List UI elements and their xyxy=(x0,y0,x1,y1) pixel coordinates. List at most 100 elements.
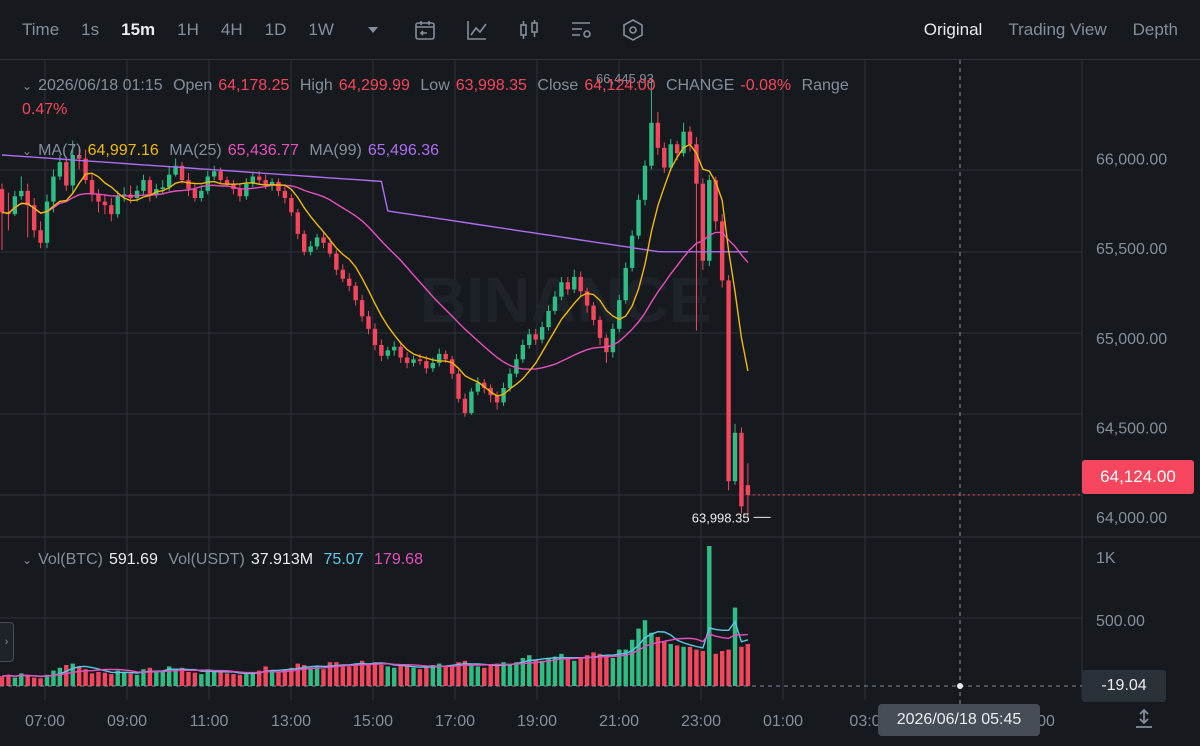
ma-caret-icon[interactable]: ⌄ xyxy=(22,144,33,158)
volume-bar xyxy=(456,662,461,686)
view-original[interactable]: Original xyxy=(923,19,983,39)
interval-4h[interactable]: 4H xyxy=(220,19,243,39)
volume-bar xyxy=(501,662,506,686)
candle-body xyxy=(302,233,307,252)
expand-panel-tab[interactable]: › xyxy=(0,622,14,662)
volume-bar xyxy=(237,674,243,686)
ma7-line xyxy=(1,143,749,397)
volume-bar xyxy=(224,673,230,686)
candle-body xyxy=(533,334,538,340)
price-axis-label: 65,500.00 xyxy=(1096,241,1167,258)
chevron-down-icon[interactable] xyxy=(360,17,386,43)
view-switcher: Original Trading View Depth xyxy=(898,20,1200,40)
candle-body xyxy=(276,181,281,191)
candle-body xyxy=(282,190,288,199)
candle-body xyxy=(57,162,63,177)
time-axis-label: 19:00 xyxy=(517,713,557,730)
volume-bar xyxy=(514,662,519,686)
volume-bar xyxy=(636,628,641,686)
volume-bar xyxy=(308,667,313,686)
volume-ma1-line xyxy=(1,620,749,678)
chart-settings-icon[interactable] xyxy=(568,17,594,43)
candle-body xyxy=(237,189,243,197)
volume-bar xyxy=(726,649,731,686)
volume-bar xyxy=(115,670,120,686)
volume-bar xyxy=(250,672,255,686)
candle-body xyxy=(520,345,526,360)
volume-bar xyxy=(449,665,455,686)
time-axis-label: 00 xyxy=(1037,713,1055,730)
candle-body xyxy=(231,183,236,190)
time-axis-label: 01:00 xyxy=(763,713,803,730)
hexagon-icon[interactable] xyxy=(620,17,646,43)
candle-body xyxy=(475,382,481,392)
volume-bar xyxy=(687,646,693,686)
candle-body xyxy=(147,180,153,195)
volume-bar xyxy=(713,653,718,686)
interval-1s[interactable]: 1s xyxy=(81,19,100,39)
candle-body xyxy=(321,237,326,243)
time-axis-label: 03:0 xyxy=(849,713,880,730)
candle-body xyxy=(96,194,101,202)
volume-bar xyxy=(668,644,673,686)
candle-body xyxy=(674,144,680,154)
volume-bar xyxy=(96,672,101,686)
candle-body xyxy=(83,158,88,181)
volume-bar xyxy=(411,667,416,686)
change-value: -0.08% xyxy=(740,77,792,94)
candlestick-chart[interactable]: BINANCE 66,445.93 63,998.35 66,000.00 65,500… xyxy=(0,60,1200,746)
candle-body xyxy=(546,310,551,328)
candle-body xyxy=(314,237,320,247)
candle-body xyxy=(31,205,37,231)
candle-body xyxy=(687,131,693,145)
vol-caret-icon[interactable]: ⌄ xyxy=(22,553,33,567)
interval-15m[interactable]: 15m xyxy=(121,19,156,39)
price-axis-label: 65,000.00 xyxy=(1096,331,1167,348)
drawing-tools-icon[interactable] xyxy=(464,17,490,43)
volume-bar xyxy=(546,658,551,686)
candle-body xyxy=(308,246,313,252)
volume-bar xyxy=(44,674,50,686)
volume-axis-label: 500.00 xyxy=(1096,613,1145,630)
ma7-value: 64,997.16 xyxy=(87,142,159,159)
candle-body xyxy=(385,350,390,356)
candle-body xyxy=(347,278,352,286)
candle-body xyxy=(70,155,75,186)
volume-bar xyxy=(128,673,133,686)
vol-btc-label: Vol(BTC) xyxy=(38,551,103,568)
volume-bar xyxy=(649,632,654,686)
interval-1d[interactable]: 1D xyxy=(264,19,287,39)
ma-legend: ⌄ MA(7) 64,997.16 MA(25) 65,436.77 MA(99) 65… xyxy=(22,142,445,160)
candle-body xyxy=(115,196,120,215)
view-trading-view[interactable]: Trading View xyxy=(1008,19,1107,39)
candle-type-icon[interactable] xyxy=(516,17,542,43)
ma99-value: 65,496.36 xyxy=(367,142,439,159)
vol-usdt-value: 37.913M xyxy=(250,551,314,568)
volume-bar xyxy=(437,663,442,686)
candle-body xyxy=(295,212,300,234)
interval-1h[interactable]: 1H xyxy=(177,19,199,39)
candle-body xyxy=(166,174,172,188)
collapse-caret-icon[interactable]: ⌄ xyxy=(22,79,33,93)
low-marker-label: 63,998.35 xyxy=(692,510,750,525)
range-line: 0.47% xyxy=(22,101,73,119)
candle-body xyxy=(469,391,474,414)
time-label[interactable]: Time xyxy=(22,19,60,39)
volume-bar xyxy=(31,677,37,686)
candle-body xyxy=(179,165,185,181)
candle-body xyxy=(372,328,378,345)
candle-body xyxy=(398,346,403,358)
fit-chart-icon[interactable] xyxy=(1130,704,1158,732)
volume-bar xyxy=(404,666,410,686)
time-axis-label: 13:00 xyxy=(271,713,311,730)
volume-bar xyxy=(604,656,609,686)
volume-bar xyxy=(147,667,153,686)
interval-1w[interactable]: 1W xyxy=(308,19,334,39)
candle-body xyxy=(12,196,18,215)
indicator-settings-icon[interactable] xyxy=(412,17,438,43)
volume-bar xyxy=(655,637,661,686)
view-depth[interactable]: Depth xyxy=(1132,19,1178,39)
volume-bar xyxy=(469,665,474,686)
candle-body xyxy=(89,180,95,195)
volume-bar xyxy=(578,658,583,686)
